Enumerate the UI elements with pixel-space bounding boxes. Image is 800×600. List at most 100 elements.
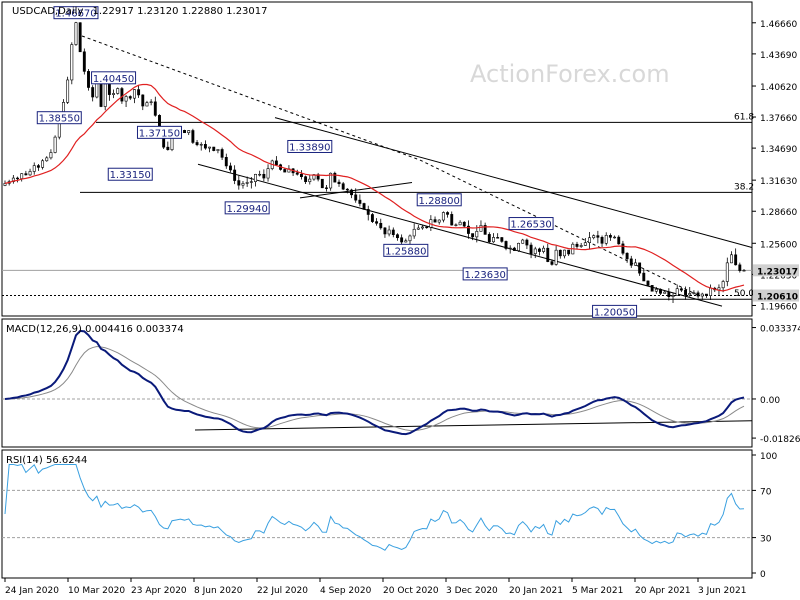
price-tick-label: 1.40620 — [760, 83, 797, 93]
candle-body — [358, 199, 362, 204]
price-label: 1.33890 — [289, 142, 330, 153]
candle-body — [299, 173, 303, 177]
time-tick-label: 5 Mar 2021 — [572, 586, 623, 596]
candle-body — [487, 234, 491, 243]
dashed-trendline — [81, 35, 421, 161]
candle-body — [141, 94, 145, 107]
rsi-tick-label: 30 — [760, 535, 772, 545]
last-price-label: 1.23017 — [757, 267, 798, 277]
candle-body — [508, 247, 512, 250]
candle-body — [500, 237, 504, 242]
candle-body — [379, 222, 383, 229]
price-tick-label: 1.34690 — [760, 145, 797, 155]
candle-body — [479, 225, 483, 232]
rsi-plot-area — [2, 463, 752, 551]
last-price-box — [753, 264, 799, 277]
candle-body — [592, 235, 596, 239]
candle-body — [550, 261, 554, 265]
candle-body — [596, 235, 600, 238]
candle-body — [604, 235, 608, 244]
rsi-tick-label: 100 — [760, 452, 777, 462]
rsi-panel-frame — [1, 449, 753, 579]
candle-body — [224, 157, 228, 167]
candle-body — [274, 160, 278, 166]
time-tick-label: 8 Jun 2020 — [194, 586, 243, 596]
candle-body — [408, 235, 412, 242]
price-label-box — [383, 243, 429, 257]
candle-body — [700, 293, 704, 297]
candle-body — [325, 187, 328, 189]
candle-body — [370, 214, 374, 222]
price-label: 1.28800 — [419, 196, 460, 207]
fib-label: 61.8 — [734, 112, 754, 122]
candle-body — [483, 225, 487, 235]
candle-body — [692, 292, 696, 294]
candle-body — [333, 172, 337, 183]
candle-body — [241, 183, 245, 186]
main-panel-frame — [1, 1, 753, 317]
candle-body — [396, 234, 399, 239]
candle-body — [375, 221, 379, 224]
candle-body — [283, 169, 287, 173]
candle-body — [233, 169, 237, 181]
macd-title: MACD(12,26,9) 0.004416 0.003374 — [6, 324, 184, 335]
candle-body — [191, 130, 195, 143]
candle-body — [608, 235, 612, 238]
candle-body — [41, 160, 45, 168]
rsi-tick-label: 70 — [760, 487, 772, 497]
macd-signal-line — [4, 345, 745, 432]
candle-body — [216, 149, 220, 151]
candle-body — [124, 96, 128, 102]
candle-body — [416, 227, 420, 230]
price-label: 1.38550 — [39, 114, 80, 125]
candle-body — [529, 244, 533, 254]
price-plot-area: 61.8 38.2 50.0 1.46670 1.38550 1.40450 1.37150… — [2, 6, 754, 318]
candle-body — [462, 221, 466, 227]
candle-body — [249, 181, 253, 183]
candle-body — [120, 88, 124, 102]
candle-body — [567, 249, 571, 255]
price-label-box — [287, 139, 333, 153]
candle-body — [203, 144, 207, 149]
candle-body — [642, 272, 646, 282]
price-label-box — [592, 304, 638, 318]
candle-body — [66, 79, 70, 103]
candle-body — [425, 226, 429, 229]
candle-body — [633, 262, 637, 266]
candle-body — [128, 96, 132, 99]
macd-tick-label: 0.00 — [760, 396, 780, 406]
candle-body — [563, 249, 566, 257]
candle-body — [258, 173, 262, 176]
candle-body — [49, 152, 53, 159]
price-label: 1.20050 — [594, 307, 635, 318]
candle-body — [558, 249, 562, 257]
candle-body — [308, 178, 312, 183]
price-label-box — [416, 193, 462, 207]
candle-body — [262, 173, 266, 179]
candle-body — [82, 51, 86, 72]
candle-body — [116, 88, 120, 94]
time-tick-label: 3 Dec 2020 — [446, 586, 498, 596]
candle-body — [730, 254, 733, 264]
candle-body — [684, 289, 687, 296]
candle-body — [245, 182, 249, 184]
price-tick-label: 1.28660 — [760, 208, 797, 218]
candle-body — [295, 172, 299, 175]
candle-body — [320, 178, 324, 189]
time-tick-label: 20 Jan 2021 — [509, 586, 563, 596]
candle-body — [638, 262, 642, 274]
price-label: 1.23630 — [464, 270, 505, 281]
candle-body — [621, 243, 625, 254]
candle-body — [383, 227, 387, 235]
candle-body — [16, 177, 19, 180]
price-label-box — [36, 111, 82, 125]
candle-body — [74, 22, 78, 45]
time-tick-label: 23 Apr 2020 — [131, 586, 187, 596]
rsi-line — [4, 463, 745, 551]
candle-body — [53, 136, 57, 153]
candle-body — [537, 248, 541, 252]
price-label: 1.26530 — [510, 220, 551, 231]
price-label-box — [53, 6, 99, 20]
symbol-header: USDCAD,Daily 1.22917 1.23120 1.22880 1.2… — [12, 6, 268, 17]
